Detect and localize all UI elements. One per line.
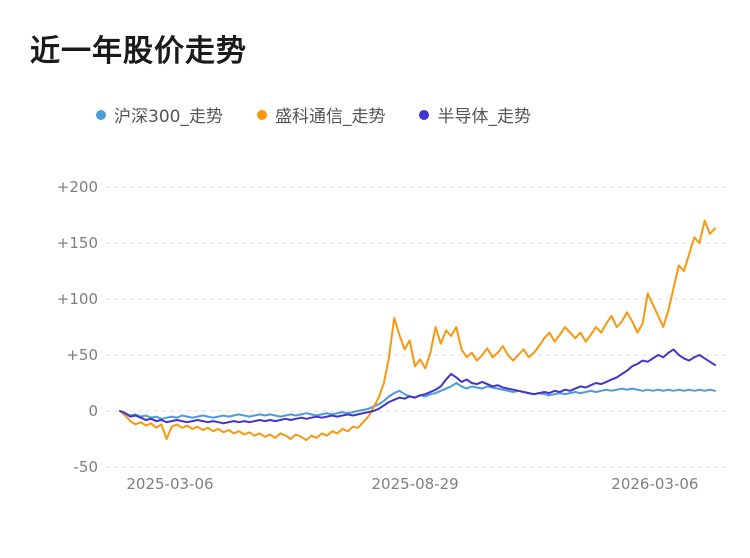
legend-dot-icon	[96, 109, 106, 120]
y-axis-tick-label: +200	[57, 178, 98, 196]
legend-label: 沪深300_走势	[114, 107, 223, 127]
legend-dot-icon	[419, 109, 430, 120]
legend-label: 盛科通信_走势	[274, 107, 386, 127]
legend-item-hs300[interactable]: 沪深300_走势	[96, 102, 223, 127]
series-line-盛科通信_走势	[119, 219, 716, 442]
legend: 沪深300_走势 盛科通信_走势 半导体_走势	[96, 102, 750, 127]
legend-label: 半导体_走势	[437, 107, 531, 127]
line-chart: +200 +150 +100 +50 0 -50 2025-03-06 2025-08-29 2…	[57, 178, 728, 493]
x-axis-tick-label: 2025-08-29	[372, 475, 459, 493]
y-axis-tick-label: +150	[57, 234, 98, 252]
series-line-沪深300_走势	[119, 382, 716, 420]
x-axis-tick-label: 2025-03-06	[126, 475, 213, 493]
legend-item-semiconductor[interactable]: 半导体_走势	[419, 102, 531, 127]
y-axis-tick-label: -50	[74, 458, 99, 476]
y-axis-tick-label: +100	[57, 290, 98, 308]
legend-dot-icon	[256, 109, 267, 120]
legend-item-centec[interactable]: 盛科通信_走势	[256, 102, 386, 127]
y-axis-tick-label: 0	[88, 402, 98, 420]
x-axis-tick-label: 2026-03-06	[611, 475, 698, 493]
y-axis-tick-label: +50	[66, 346, 98, 364]
chart-title: 近一年股价走势	[30, 34, 247, 69]
series-line-半导体_走势	[119, 348, 716, 425]
